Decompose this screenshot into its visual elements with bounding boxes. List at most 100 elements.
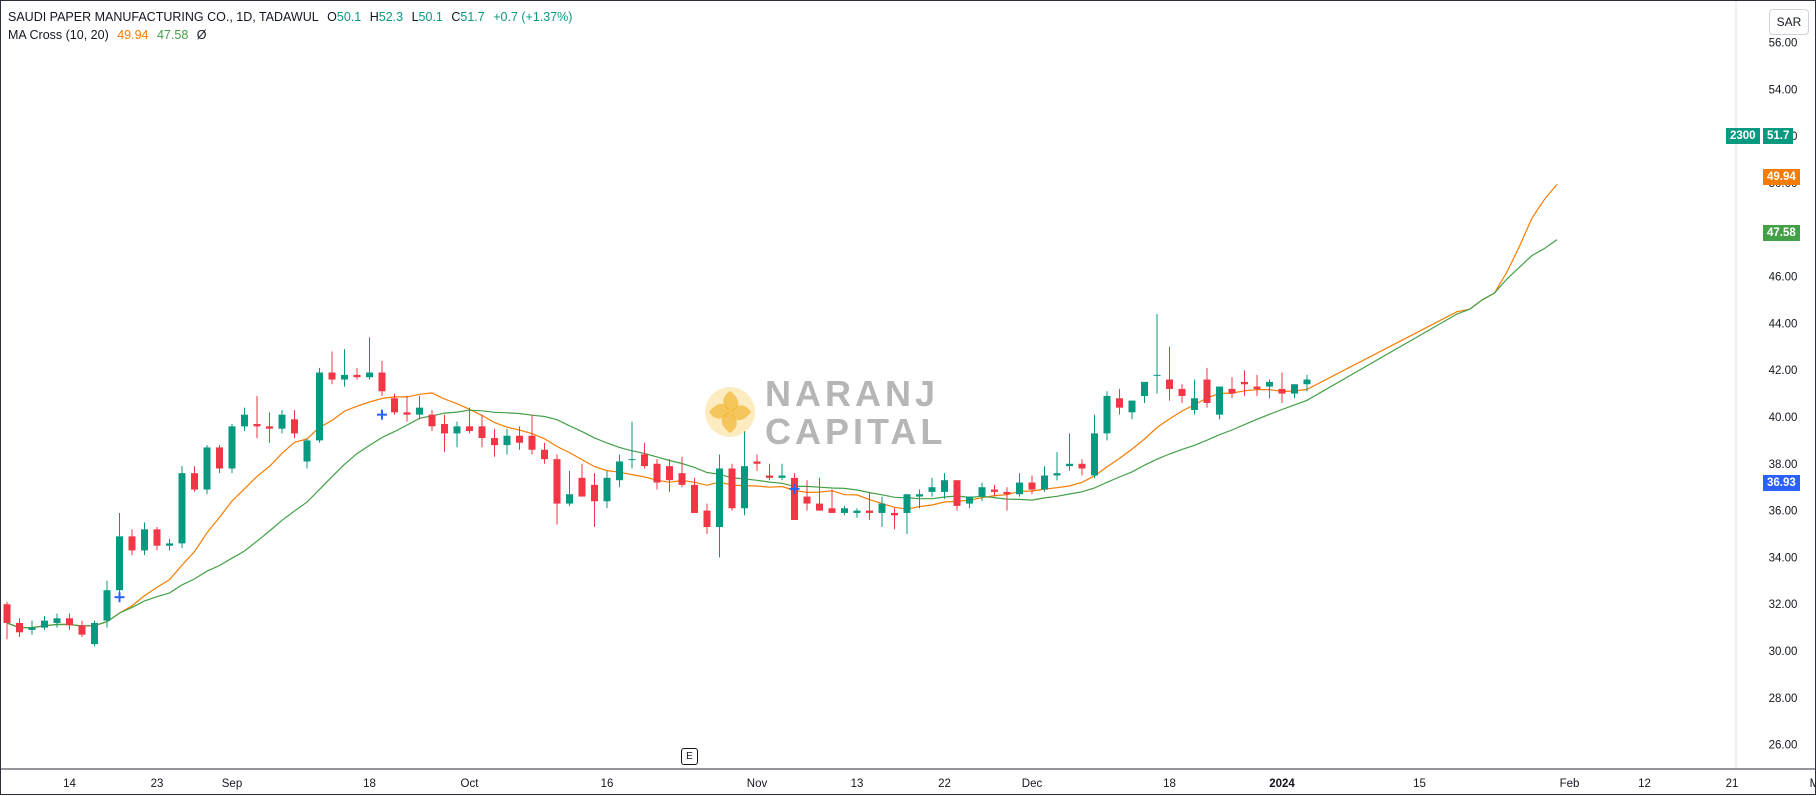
candle [1178, 384, 1186, 403]
candle-body [1216, 386, 1223, 415]
x-tick-label: 14 [63, 778, 76, 790]
candle-body [316, 372, 323, 441]
last-price-label: 51.7 [1763, 128, 1794, 144]
candles-layer [3, 314, 1311, 647]
candle-body [366, 372, 373, 378]
cross-marker-icon [114, 592, 125, 603]
candle-body [566, 494, 573, 504]
candle [316, 367, 323, 443]
open-value: 50.1 [336, 10, 362, 24]
candle [28, 620, 36, 635]
candle [1216, 386, 1223, 420]
candle [716, 454, 723, 558]
events-button[interactable]: E [681, 748, 698, 765]
candle [628, 421, 636, 469]
candle-body [353, 374, 361, 378]
candle [353, 367, 361, 380]
y-tick-label: 32.00 [1769, 599, 1798, 611]
candle-body [1178, 388, 1186, 396]
y-tick-label: 36.00 [1769, 506, 1798, 518]
open-label: O [327, 10, 337, 24]
candle-body [153, 529, 161, 546]
symbol-title[interactable]: SAUDI PAPER MANUFACTURING CO., 1D, TADAW… [8, 10, 319, 24]
candle [153, 526, 161, 551]
candle-body [491, 438, 498, 446]
candle [766, 463, 773, 481]
watermark-line-1: NARANJ [765, 373, 940, 414]
candle-body [341, 374, 348, 380]
candle [366, 337, 373, 380]
candle-body [966, 496, 973, 504]
close-label: C [451, 10, 461, 24]
candle [778, 463, 786, 481]
y-tick-label: 40.00 [1769, 412, 1798, 424]
candle-body [266, 426, 273, 429]
candle [653, 459, 661, 490]
candle [291, 409, 298, 439]
cross-marker-icon [377, 409, 387, 420]
candle-body [178, 473, 186, 544]
high-value: 52.3 [378, 10, 404, 24]
candle [1141, 381, 1148, 403]
x-tick-label: 18 [1163, 778, 1176, 790]
x-tick-label: 15 [1413, 778, 1426, 790]
y-tick-label: 56.00 [1769, 38, 1798, 50]
candle-body [478, 426, 486, 439]
candle [578, 463, 586, 497]
candle [916, 489, 923, 509]
candle [1078, 459, 1086, 476]
candle [1228, 377, 1236, 399]
candle-body [916, 494, 923, 497]
x-tick-label: Dec [1022, 778, 1043, 790]
candle-body [1191, 398, 1198, 410]
candle [566, 470, 573, 506]
candle-body [878, 503, 886, 513]
candle-body [203, 447, 211, 490]
candle-body [703, 510, 711, 527]
candle-body [1141, 381, 1148, 396]
candle [1153, 314, 1161, 394]
candle-body [866, 510, 873, 513]
moving-average-layer [6, 184, 1558, 629]
candle [416, 395, 423, 420]
candle-body [3, 604, 11, 623]
candle [341, 349, 348, 387]
candle [428, 409, 436, 432]
candle [41, 615, 48, 630]
candle [16, 618, 23, 637]
candle-body [928, 487, 936, 492]
candle [516, 426, 523, 450]
ma-slow-line [6, 239, 1558, 629]
x-tick-label: 21 [1726, 778, 1739, 790]
candle [391, 393, 398, 415]
close-value: 51.7 [460, 10, 485, 24]
candle-body [803, 496, 811, 504]
candle [953, 480, 961, 511]
candle-body [903, 494, 911, 513]
candle [728, 463, 736, 511]
currency-button[interactable]: SAR [1769, 9, 1809, 35]
candle [103, 580, 111, 628]
candle [866, 491, 873, 520]
candle-body [841, 508, 848, 513]
y-tick-label: 46.00 [1769, 272, 1798, 284]
candle [941, 473, 948, 499]
candle [1166, 346, 1173, 401]
candle-body [978, 487, 986, 497]
candle [1191, 379, 1198, 415]
candle-body [991, 489, 998, 492]
candle [1016, 473, 1023, 497]
candle-body [241, 414, 248, 427]
candle [853, 508, 861, 518]
candle [166, 538, 173, 551]
candle-body [441, 424, 448, 434]
candle [466, 407, 473, 434]
candle [1103, 391, 1111, 441]
candle-body [303, 440, 311, 462]
candle [591, 473, 598, 527]
low-label: L [411, 10, 419, 24]
candle-body [1016, 482, 1023, 495]
indicator-name[interactable]: MA Cross (10, 20) [8, 28, 109, 42]
